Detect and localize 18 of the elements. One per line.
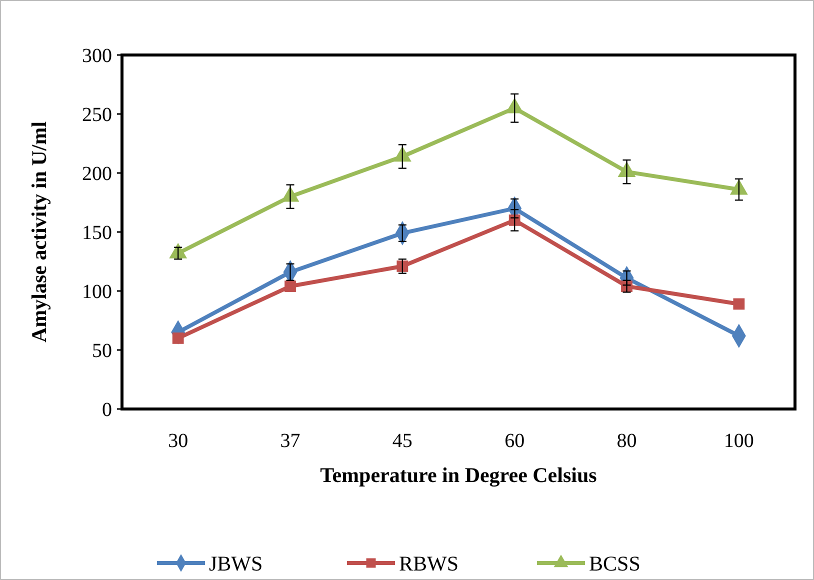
x-axis-title: Temperature in Degree Celsius bbox=[320, 463, 597, 487]
y-tick-label: 200 bbox=[82, 163, 112, 185]
y-tick-label: 0 bbox=[102, 399, 112, 421]
y-axis-title: Amylase activity in U/ml bbox=[27, 121, 51, 343]
x-tick-label: 45 bbox=[392, 430, 412, 452]
x-tick-label: 30 bbox=[168, 430, 188, 452]
legend-label: JBWS bbox=[209, 551, 263, 576]
y-tick-label: 300 bbox=[82, 45, 112, 67]
y-tick-label: 50 bbox=[92, 340, 112, 362]
x-tick-label: 37 bbox=[280, 430, 300, 452]
y-tick-label: 250 bbox=[82, 104, 112, 126]
y-tick-label: 150 bbox=[82, 222, 112, 244]
x-tick-label: 100 bbox=[724, 430, 754, 452]
x-tick-label: 80 bbox=[616, 430, 637, 452]
y-tick-label: 100 bbox=[82, 281, 112, 303]
legend-label: RBWS bbox=[399, 551, 459, 576]
x-tick-label: 60 bbox=[504, 430, 525, 452]
legend-label: BCSS bbox=[589, 551, 640, 576]
